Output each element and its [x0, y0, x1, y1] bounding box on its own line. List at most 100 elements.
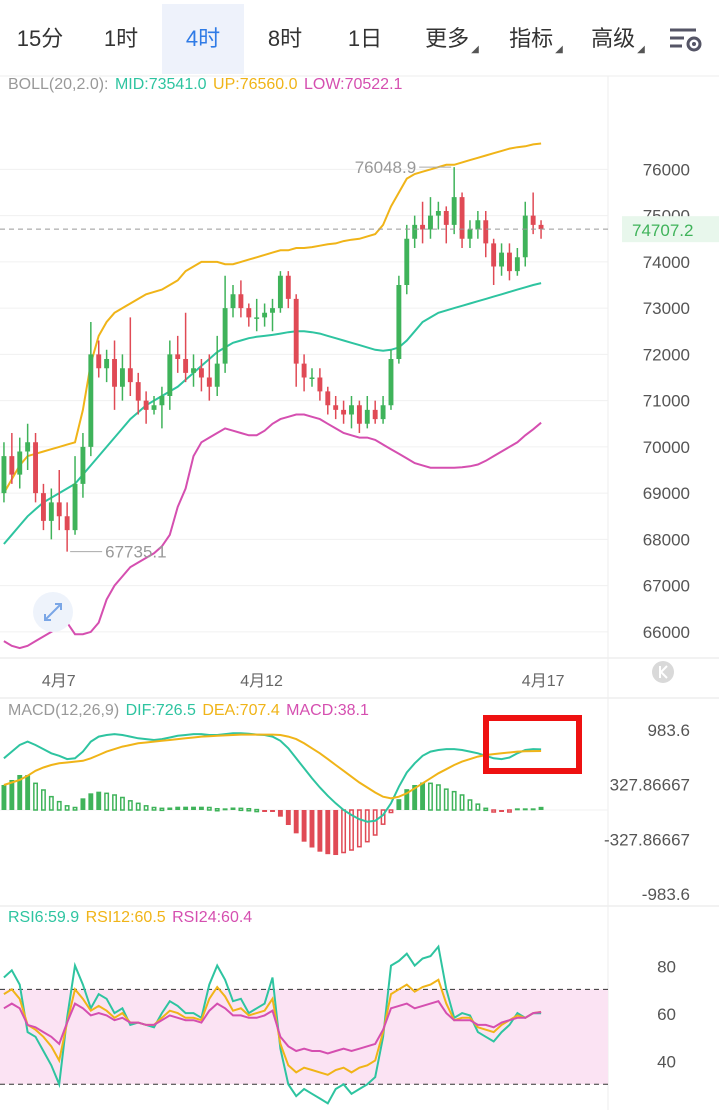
candle — [309, 368, 315, 387]
macd-histogram-bar — [483, 807, 489, 812]
macd-histogram-bar — [246, 807, 252, 812]
candle-body — [380, 405, 386, 420]
boll-mid-line — [3, 282, 542, 545]
tab-advanced[interactable]: 高级 ◢ — [578, 4, 658, 74]
macd-histogram-bar — [475, 803, 481, 811]
candle — [119, 354, 125, 401]
candle-body — [56, 502, 62, 517]
tab-indicators-label: 指标 — [509, 26, 554, 51]
macd-histogram-bar — [507, 809, 512, 813]
scroll-to-latest-button[interactable] — [652, 661, 674, 683]
candle-body — [33, 442, 38, 494]
macd-histogram-bar — [9, 779, 15, 810]
candle — [135, 372, 141, 415]
macd-histogram-bar — [459, 794, 465, 811]
tab-more-label: 更多 — [425, 26, 470, 51]
candle-body — [191, 368, 196, 373]
candle-body — [175, 354, 181, 359]
macd-legend: MACD(12,26,9) DIF:726.5 DEA:707.4 MACD:3… — [8, 702, 371, 720]
boll-lower-line — [3, 413, 542, 650]
candle-body — [309, 377, 315, 379]
candle — [167, 340, 173, 410]
candle — [246, 303, 252, 327]
tab-1d[interactable]: 1日 — [347, 26, 383, 51]
tab-more[interactable]: 更多 ◢ — [412, 4, 492, 74]
candle — [483, 211, 489, 258]
candle-body — [412, 224, 418, 239]
candle-body — [420, 224, 426, 230]
candle-body — [435, 211, 441, 216]
candle-body — [72, 483, 78, 531]
chart-settings-icon[interactable] — [666, 24, 704, 54]
price-tick-label: 72000 — [643, 345, 690, 364]
candle — [404, 224, 410, 295]
macd-histogram-bar — [443, 788, 449, 811]
tab-indicators[interactable]: 指标 ◢ — [496, 4, 576, 74]
candle-body — [364, 409, 370, 424]
candle-body — [317, 377, 323, 392]
candle — [40, 483, 46, 531]
tab-8h[interactable]: 8时 — [267, 26, 303, 51]
candle — [388, 349, 394, 410]
candle — [159, 386, 165, 429]
macd-histogram-bar — [238, 807, 244, 812]
price-tick-label: 67000 — [643, 577, 690, 596]
candle-body — [238, 294, 244, 309]
tab-1h[interactable]: 1时 — [103, 26, 139, 51]
candle — [333, 396, 339, 420]
candle — [191, 354, 196, 387]
candle — [428, 197, 433, 239]
macd-legend-dif: DIF:726.5 — [125, 702, 196, 719]
candle-body — [222, 308, 228, 364]
macd-histogram-bar — [270, 810, 275, 812]
macd-histogram-bar — [206, 806, 212, 811]
candle-body — [459, 197, 465, 239]
candle-body — [467, 229, 473, 239]
candle-body — [301, 363, 307, 378]
candle-body — [372, 409, 378, 420]
candle — [412, 215, 418, 248]
candle-body — [135, 382, 141, 401]
candle — [364, 396, 370, 429]
tab-15min[interactable]: 15分 — [16, 26, 64, 51]
candle — [175, 335, 181, 373]
macd-histogram-bar — [230, 807, 236, 810]
candle — [435, 201, 441, 230]
candle — [230, 285, 236, 318]
rsi-legend-rsi24: RSI24:60.4 — [172, 909, 253, 926]
candle — [9, 433, 15, 484]
macd-histogram-bar — [309, 810, 315, 848]
candle-body — [270, 308, 275, 313]
candle-body — [522, 215, 528, 258]
candle — [1, 442, 7, 503]
boll-legend-mid: MID:73541.0 — [114, 76, 207, 93]
macd-histogram-bar — [514, 808, 520, 811]
candle-body — [230, 294, 236, 309]
candle — [270, 298, 275, 332]
candle — [451, 167, 457, 235]
tab-4h[interactable]: 4时 — [162, 4, 244, 74]
candle — [507, 243, 512, 281]
candle-body — [483, 220, 489, 244]
candle — [112, 340, 117, 410]
candle — [64, 502, 70, 552]
candle-body — [475, 220, 481, 230]
boll-upper-line — [3, 142, 542, 494]
timeframe-tab-bar: 15分 1时 4时 8时 1日 更多 ◢ 指标 ◢ 高级 ◢ — [0, 0, 719, 76]
boll-legend-up: UP:76560.0 — [213, 76, 298, 93]
candle-body — [104, 359, 110, 369]
macd-histogram-bar — [33, 782, 38, 811]
candle — [372, 400, 378, 424]
price-tick-label: 69000 — [643, 484, 690, 503]
macd-histogram-bar — [80, 798, 86, 810]
candle — [467, 220, 473, 248]
rsi-band — [0, 989, 608, 1085]
macd-histogram-bar — [538, 806, 544, 810]
candle — [25, 423, 31, 470]
rsi24-line — [3, 1000, 542, 1055]
candle — [104, 349, 110, 383]
candle — [151, 396, 157, 415]
rsi12-line — [3, 978, 542, 1076]
x-axis-label: 4月12 — [240, 673, 283, 690]
